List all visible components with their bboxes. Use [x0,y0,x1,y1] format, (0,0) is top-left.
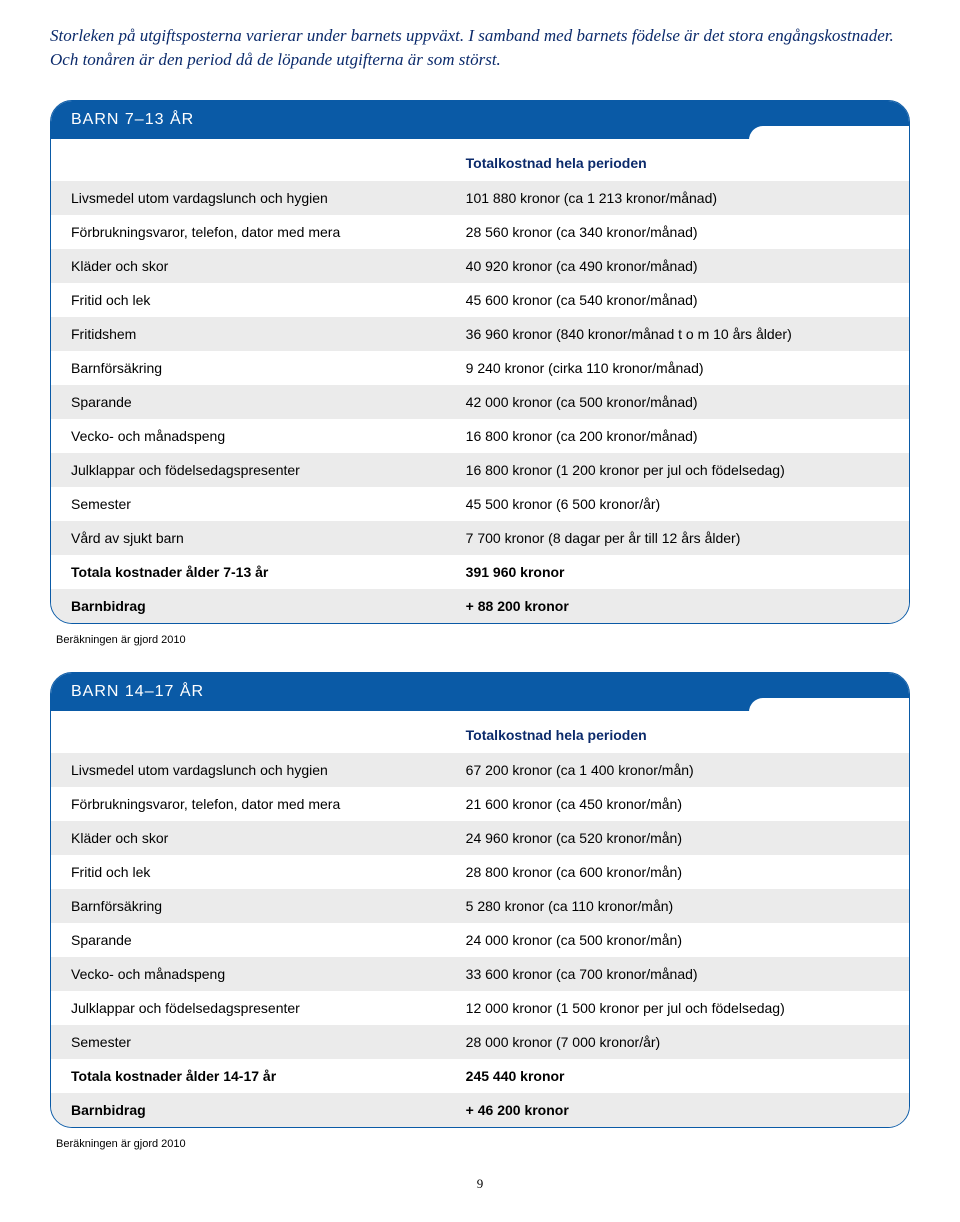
footnote-2: Beräkningen är gjord 2010 [56,1138,910,1150]
intro-paragraph: Storleken på utgiftsposterna varierar un… [50,24,910,72]
row-value: + 88 200 kronor [446,589,909,623]
table-row: Julklappar och födelsedagspresenter16 80… [51,453,909,487]
table-row: Förbrukningsvaror, telefon, dator med me… [51,787,909,821]
row-value: 33 600 kronor (ca 700 kronor/månad) [446,957,909,991]
row-label: Livsmedel utom vardagslunch och hygien [51,753,446,787]
row-label: Barnbidrag [51,589,446,623]
row-label: Vecko- och månadspeng [51,419,446,453]
table-header-empty [51,139,446,181]
row-label: Livsmedel utom vardagslunch och hygien [51,181,446,215]
table-row-total: Barnbidrag+ 88 200 kronor [51,589,909,623]
table-header-total: Totalkostnad hela perioden [446,139,909,181]
table-row: Kläder och skor24 960 kronor (ca 520 kro… [51,821,909,855]
row-label: Julklappar och födelsedagspresenter [51,991,446,1025]
row-label: Vård av sjukt barn [51,521,446,555]
cost-table-14-17: Totalkostnad hela perioden Livsmedel uto… [51,711,909,1127]
row-label: Sparande [51,385,446,419]
row-value: 28 000 kronor (7 000 kronor/år) [446,1025,909,1059]
table-title-7-13: BARN 7–13 ÅR [51,101,909,139]
row-value: 21 600 kronor (ca 450 kronor/mån) [446,787,909,821]
table-row: Julklappar och födelsedagspresenter12 00… [51,991,909,1025]
row-value: 5 280 kronor (ca 110 kronor/mån) [446,889,909,923]
row-label: Fritid och lek [51,283,446,317]
table-row: Kläder och skor40 920 kronor (ca 490 kro… [51,249,909,283]
table-row-total: Barnbidrag+ 46 200 kronor [51,1093,909,1127]
row-value: + 46 200 kronor [446,1093,909,1127]
row-label: Kläder och skor [51,249,446,283]
table-title-14-17: BARN 14–17 ÅR [51,673,909,711]
row-label: Semester [51,1025,446,1059]
row-value: 42 000 kronor (ca 500 kronor/månad) [446,385,909,419]
cost-table-7-13: Totalkostnad hela perioden Livsmedel uto… [51,139,909,623]
table-block-7-13: BARN 7–13 ÅR Totalkostnad hela perioden … [50,100,910,624]
row-label: Kläder och skor [51,821,446,855]
table-row: Vecko- och månadspeng33 600 kronor (ca 7… [51,957,909,991]
row-value: 67 200 kronor (ca 1 400 kronor/mån) [446,753,909,787]
table-row-total: Totala kostnader ålder 7-13 år391 960 kr… [51,555,909,589]
table-row: Vård av sjukt barn7 700 kronor (8 dagar … [51,521,909,555]
table-header-empty [51,711,446,753]
row-value: 16 800 kronor (1 200 kronor per jul och … [446,453,909,487]
table-block-14-17: BARN 14–17 ÅR Totalkostnad hela perioden… [50,672,910,1128]
row-value: 45 600 kronor (ca 540 kronor/månad) [446,283,909,317]
row-value: 16 800 kronor (ca 200 kronor/månad) [446,419,909,453]
table-row: Fritid och lek45 600 kronor (ca 540 kron… [51,283,909,317]
row-value: 45 500 kronor (6 500 kronor/år) [446,487,909,521]
row-label: Barnförsäkring [51,889,446,923]
row-value: 40 920 kronor (ca 490 kronor/månad) [446,249,909,283]
table-row: Fritid och lek28 800 kronor (ca 600 kron… [51,855,909,889]
table-row: Barnförsäkring9 240 kronor (cirka 110 kr… [51,351,909,385]
row-label: Vecko- och månadspeng [51,957,446,991]
table-row: Semester28 000 kronor (7 000 kronor/år) [51,1025,909,1059]
row-label: Förbrukningsvaror, telefon, dator med me… [51,215,446,249]
row-label: Julklappar och födelsedagspresenter [51,453,446,487]
table-row: Fritidshem36 960 kronor (840 kronor/måna… [51,317,909,351]
table-row: Vecko- och månadspeng16 800 kronor (ca 2… [51,419,909,453]
page-number: 9 [50,1176,910,1192]
row-value: 36 960 kronor (840 kronor/månad t o m 10… [446,317,909,351]
row-value: 7 700 kronor (8 dagar per år till 12 års… [446,521,909,555]
row-value: 245 440 kronor [446,1059,909,1093]
row-label: Förbrukningsvaror, telefon, dator med me… [51,787,446,821]
row-value: 28 560 kronor (ca 340 kronor/månad) [446,215,909,249]
table-row: Semester45 500 kronor (6 500 kronor/år) [51,487,909,521]
table-row: Förbrukningsvaror, telefon, dator med me… [51,215,909,249]
row-label: Totala kostnader ålder 14-17 år [51,1059,446,1093]
table-row: Livsmedel utom vardagslunch och hygien10… [51,181,909,215]
row-value: 391 960 kronor [446,555,909,589]
row-label: Totala kostnader ålder 7-13 år [51,555,446,589]
row-value: 101 880 kronor (ca 1 213 kronor/månad) [446,181,909,215]
row-value: 24 000 kronor (ca 500 kronor/mån) [446,923,909,957]
row-label: Barnförsäkring [51,351,446,385]
table-header-total: Totalkostnad hela perioden [446,711,909,753]
row-label: Fritid och lek [51,855,446,889]
table-row: Barnförsäkring5 280 kronor (ca 110 krono… [51,889,909,923]
table-row-total: Totala kostnader ålder 14-17 år245 440 k… [51,1059,909,1093]
row-label: Semester [51,487,446,521]
row-label: Barnbidrag [51,1093,446,1127]
row-label: Fritidshem [51,317,446,351]
footnote-1: Beräkningen är gjord 2010 [56,634,910,646]
table-row: Sparande24 000 kronor (ca 500 kronor/mån… [51,923,909,957]
row-value: 9 240 kronor (cirka 110 kronor/månad) [446,351,909,385]
table-row: Livsmedel utom vardagslunch och hygien67… [51,753,909,787]
row-value: 28 800 kronor (ca 600 kronor/mån) [446,855,909,889]
table-row: Sparande42 000 kronor (ca 500 kronor/mån… [51,385,909,419]
row-value: 24 960 kronor (ca 520 kronor/mån) [446,821,909,855]
row-label: Sparande [51,923,446,957]
row-value: 12 000 kronor (1 500 kronor per jul och … [446,991,909,1025]
